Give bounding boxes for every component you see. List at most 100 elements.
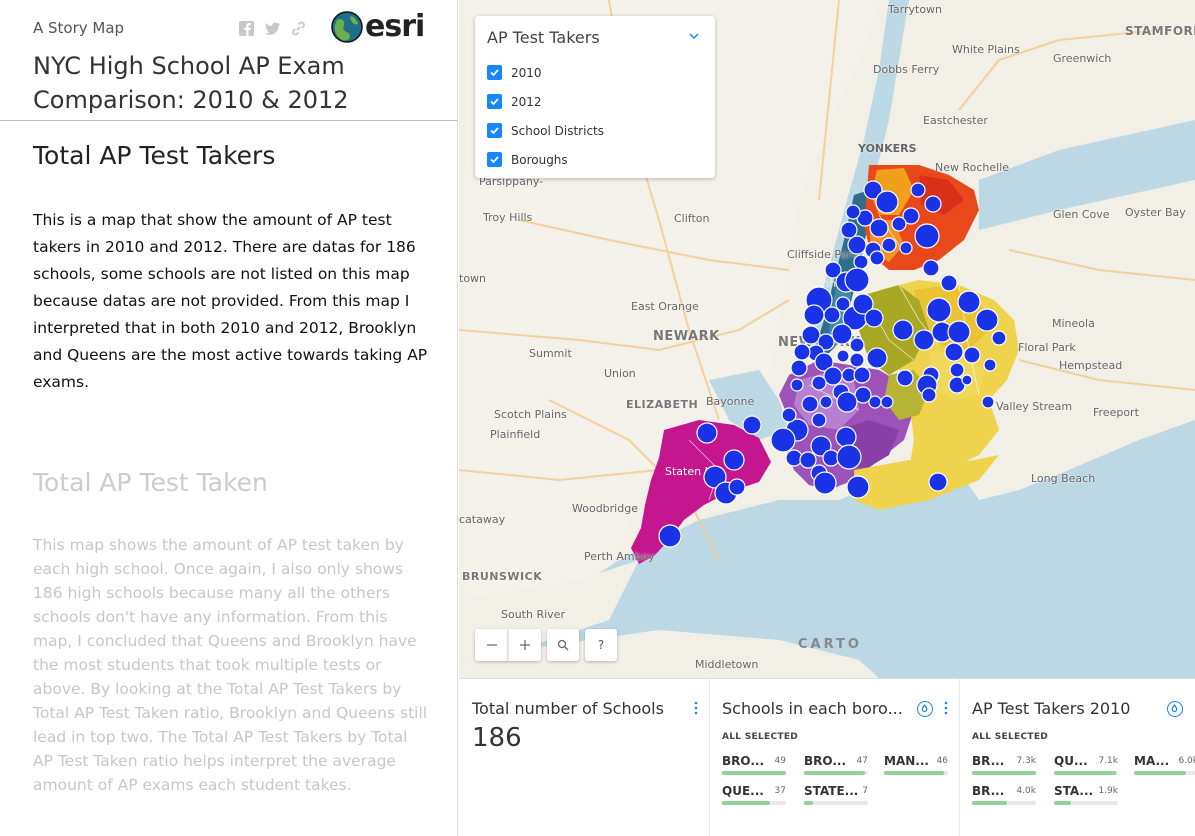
category-name: BRO... [804,754,846,768]
map-label-bayonne: Bayonne [706,395,755,408]
category-bar-fill [972,801,1008,805]
category-bar-fill [1054,801,1071,805]
map-label-greenwich: Greenwich [1053,52,1112,65]
layer-toggle-boroughs[interactable]: Boroughs [487,152,568,167]
category-bar-track [972,801,1036,805]
map-label-parsippany: Parsippany- [479,175,544,188]
checkbox-icon[interactable] [487,94,502,109]
category-name: BRO... [722,754,764,768]
zoom-out-button[interactable] [475,629,508,661]
share-bar [238,20,307,37]
map-label-eastchester: Eastchester [923,114,988,127]
category-bar-track [1054,801,1118,805]
color-drop-icon[interactable] [917,701,933,717]
layer-toggle-school-districts[interactable]: School Districts [487,123,604,138]
layer-toggle-2010[interactable]: 2010 [487,65,542,80]
map-label-yonkers: YONKERS [858,142,917,155]
globe-icon [331,10,363,43]
map-label-freeport: Freeport [1093,406,1139,419]
checkbox-icon[interactable] [487,123,502,138]
widget-selection-status: ALL SELECTED [972,732,1049,742]
widget-selection-status: ALL SELECTED [722,732,799,742]
category-name: STATE... [804,784,859,798]
widget-schools-by-borough: Schools in each boro... ALL SELECTED BRO… [709,679,959,836]
category-value: 4.0k [1016,786,1036,796]
category-name: MA... [1134,754,1170,768]
esri-wordmark: esri [365,9,425,44]
category-name: BR... [972,784,1005,798]
layer-selector-panel: AP Test Takers 2010 2012 School District… [475,16,715,178]
school-points-layer[interactable] [459,0,1195,678]
section-title-taken[interactable]: Total AP Test Taken [33,468,268,497]
map-label-cliffside-park: Cliffside Park [787,248,859,261]
story-map-subtitle: A Story Map [33,19,125,37]
basemap [459,0,1195,678]
map-label-staten-island: Staten I [665,465,708,478]
category-bar-track [804,771,868,775]
map-label-glen-cove: Glen Cove [1053,208,1110,221]
more-options-icon[interactable] [943,701,949,715]
category-value: 7.1k [1098,756,1118,766]
layer-label: 2012 [511,94,542,109]
category-value: 37 [774,786,786,796]
map-label-south-river: South River [501,608,565,621]
category-name: BR... [972,754,1005,768]
esri-logo[interactable]: esri [331,9,425,44]
plus-icon [520,640,530,650]
category-bar-track [722,771,786,775]
map-controls: ? [475,629,617,661]
category-bar-fill [804,801,813,805]
map-label-tarrytown: Tarrytown [888,3,943,16]
map-label-east-orange: East Orange [631,300,699,313]
map-label-manhattan: Manha [806,277,843,290]
minus-icon [486,644,497,646]
checkbox-icon[interactable] [487,152,502,167]
widget-title: Total number of Schools [472,699,664,718]
header-divider [0,120,457,121]
layer-panel-title: AP Test Takers [487,28,600,47]
widget-divider [959,679,960,836]
widget-divider [709,679,710,836]
map-view[interactable]: Tarrytown White Plains STAMFORD Greenwic… [459,0,1195,678]
map-label-brunswick: BRUNSWICK [462,570,543,583]
map-label-new-rochelle: New Rochelle [935,161,1010,174]
facebook-icon[interactable] [238,20,255,37]
category-bar-track [884,771,948,775]
more-options-icon[interactable] [693,701,699,715]
layer-label: Boroughs [511,152,568,167]
map-label-stamford: STAMFORD [1125,24,1195,38]
map-label-newark: NEWARK [653,329,720,344]
category-bar-fill [884,771,945,775]
help-button[interactable]: ? [585,629,617,661]
map-label-mineola: Mineola [1052,317,1095,330]
zoom-in-button[interactable] [508,629,541,661]
map-label-middletown: Middletown [695,658,759,671]
widget-title: AP Test Takers 2010 [972,699,1131,718]
twitter-icon[interactable] [264,20,281,37]
map-label-plainfield: Plainfield [490,428,541,441]
map-label-elizabeth: ELIZABETH [626,398,699,411]
category-bar-track [722,801,786,805]
category-bar-fill [722,771,786,775]
map-label-woodbridge: Woodbridge [572,502,638,515]
color-drop-icon[interactable] [1167,701,1183,717]
search-button[interactable] [547,629,579,661]
category-bar-fill [972,771,1036,775]
map-label-town: town [459,272,487,285]
checkbox-icon[interactable] [487,65,502,80]
link-icon[interactable] [290,20,307,37]
layer-toggle-2012[interactable]: 2012 [487,94,542,109]
category-value: 49 [774,756,786,766]
category-bar-track [972,771,1036,775]
carto-attribution: CARTO [798,637,862,652]
category-name: QUE... [722,784,764,798]
category-bar-track [1054,771,1118,775]
search-icon [557,639,569,651]
section-title-takers: Total AP Test Takers [33,141,276,170]
category-bar-track [1134,771,1195,775]
map-label-scotch-plains: Scotch Plains [494,408,567,421]
category-value: 7.3k [1016,756,1036,766]
category-bar-fill [722,801,770,805]
chevron-down-icon[interactable] [687,29,701,43]
map-label-perth-amboy: Perth Amboy [584,550,655,563]
